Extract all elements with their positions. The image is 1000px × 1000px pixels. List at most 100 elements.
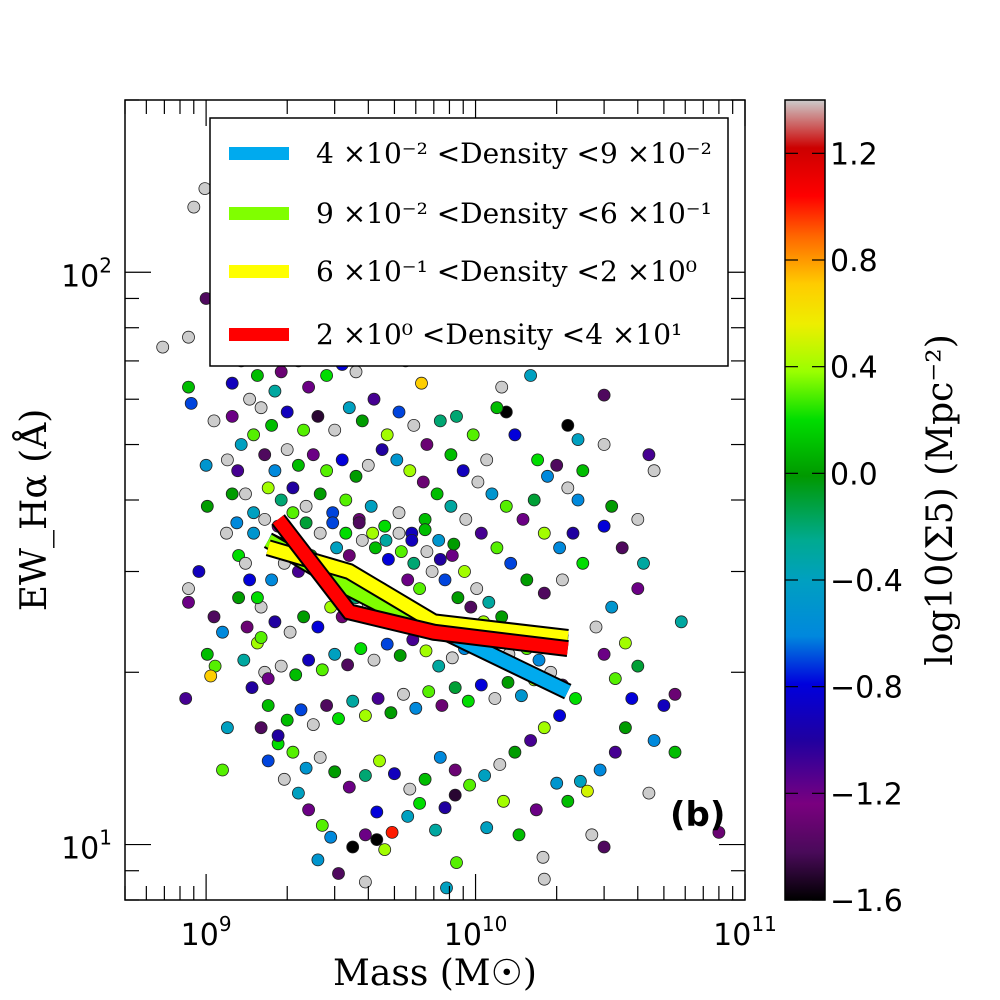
scatter-point: [647, 734, 661, 747]
panel-label: (b): [670, 795, 725, 835]
scatter-point: [478, 769, 492, 782]
scatter-point: [297, 423, 311, 437]
scatter-point: [277, 772, 291, 786]
scatter-point: [232, 591, 246, 605]
scatter-point: [240, 620, 254, 634]
scatter-point: [447, 537, 461, 551]
scatter-point: [302, 380, 316, 394]
scatter-point: [239, 487, 252, 501]
scatter-point: [413, 797, 427, 810]
scatter-point: [520, 573, 534, 587]
scatter-point: [576, 464, 590, 478]
scatter-point: [182, 380, 195, 394]
scatter-point: [413, 582, 427, 595]
scatter-point: [364, 499, 378, 513]
scatter-point: [320, 464, 334, 478]
scatter-point: [370, 805, 384, 819]
scatter-point: [490, 401, 504, 415]
scatter-point: [306, 448, 320, 462]
scatter-points: [156, 182, 726, 895]
scatter-point: [366, 526, 380, 540]
scatter-point: [320, 369, 334, 382]
scatter-point: [438, 801, 452, 815]
y-tick-labels: 101 102: [61, 253, 112, 866]
scatter-point: [438, 573, 452, 587]
scatter-point: [499, 499, 513, 513]
scatter-point: [605, 600, 619, 614]
scatter-point: [474, 526, 488, 540]
scatter-point: [358, 769, 372, 782]
scatter-point: [463, 778, 477, 792]
scatter-point: [341, 658, 355, 672]
scatter-point: [265, 418, 279, 432]
scatter-point: [280, 443, 294, 457]
scatter-point: [515, 689, 528, 703]
scatter-point: [420, 438, 434, 451]
scatter-point: [597, 388, 611, 402]
scatter-point: [342, 401, 356, 415]
scatter-point: [225, 487, 239, 501]
scatter-point: [297, 610, 311, 624]
scatter-point: [433, 414, 447, 428]
colorbar-tick-label: −1.2: [830, 777, 903, 812]
scatter-point: [403, 782, 417, 796]
scatter-point: [561, 481, 575, 495]
scatter-point: [571, 493, 585, 507]
scatter-point: [302, 653, 316, 667]
scatter-point: [349, 469, 363, 483]
scatter-point: [448, 788, 462, 802]
scatter-point: [384, 706, 398, 720]
scatter-point: [403, 464, 417, 478]
scatter-point: [450, 856, 463, 869]
scatter-point: [339, 493, 353, 507]
scatter-point: [537, 721, 551, 735]
colorbar-tick-label: 0.0: [830, 457, 878, 492]
scatter-point: [220, 526, 233, 540]
scatter-point: [247, 506, 261, 520]
scatter-point: [265, 573, 279, 587]
scatter-point: [497, 794, 510, 808]
scatter-point: [179, 692, 193, 705]
scatter-point: [313, 487, 327, 501]
scatter-point: [326, 516, 340, 530]
scatter-point: [216, 625, 229, 639]
scatter-point: [456, 464, 470, 478]
scatter-point: [313, 526, 327, 540]
scatter-point: [448, 763, 462, 777]
scatter-point: [220, 721, 234, 735]
scatter-point: [415, 376, 428, 390]
scatter-point: [444, 499, 458, 513]
scatter-point: [280, 713, 294, 727]
scatter-point: [182, 582, 195, 595]
scatter-point: [668, 745, 682, 759]
scatter-point: [464, 600, 478, 614]
scatter-point: [371, 692, 385, 705]
scatter-point: [315, 663, 329, 677]
scatter-point: [485, 487, 499, 501]
scatter-point: [247, 428, 261, 442]
scatter-point: [642, 448, 656, 462]
scatter-point: [647, 464, 661, 478]
x-tick-label: 109: [181, 912, 232, 953]
scatter-point: [642, 786, 656, 800]
scatter-point: [358, 875, 372, 889]
scatter-point: [569, 692, 582, 705]
scatter-point: [394, 545, 408, 558]
scatter-point: [397, 687, 410, 701]
scatter-point: [349, 365, 363, 379]
scatter-point: [380, 637, 394, 651]
scatter-point: [657, 699, 671, 712]
scatter-point: [466, 428, 480, 442]
scatter-point: [637, 556, 650, 570]
scatter-point: [420, 545, 434, 558]
scatter-point: [239, 556, 252, 570]
scatter-point: [566, 526, 580, 540]
scatter-point: [625, 692, 639, 705]
scatter-point: [261, 672, 275, 685]
scatter-point: [471, 475, 485, 489]
scatter-point: [378, 843, 392, 856]
scatter-point: [527, 493, 541, 507]
scatter-point: [286, 481, 300, 495]
scatter-point: [597, 647, 611, 661]
scatter-point: [237, 653, 251, 667]
